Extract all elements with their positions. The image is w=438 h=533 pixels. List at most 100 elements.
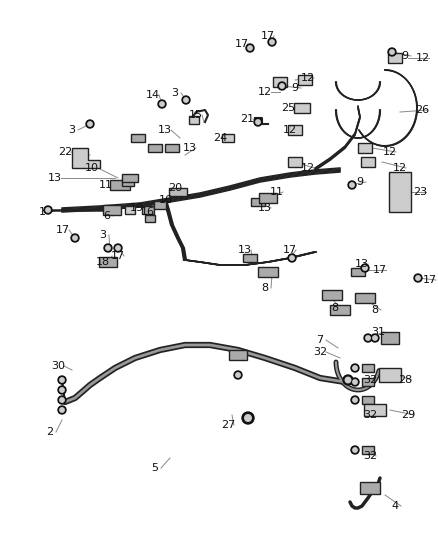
Text: 27: 27 — [221, 420, 235, 430]
Bar — [388, 53, 402, 63]
Circle shape — [350, 183, 354, 187]
Polygon shape — [72, 148, 100, 168]
Text: 7: 7 — [316, 335, 324, 345]
Circle shape — [348, 181, 356, 189]
Text: 17: 17 — [373, 265, 387, 275]
Circle shape — [414, 274, 422, 282]
Circle shape — [246, 44, 254, 52]
Text: 29: 29 — [401, 410, 415, 420]
Bar — [288, 157, 302, 167]
Text: 24: 24 — [213, 133, 227, 143]
Bar — [169, 188, 187, 196]
Circle shape — [58, 406, 66, 414]
Text: 23: 23 — [413, 187, 427, 197]
Bar — [381, 332, 399, 344]
Text: 32: 32 — [363, 410, 377, 420]
Circle shape — [114, 244, 122, 252]
Circle shape — [254, 118, 262, 126]
Text: 25: 25 — [281, 103, 295, 113]
Circle shape — [390, 50, 394, 54]
Bar — [259, 193, 277, 203]
Circle shape — [46, 208, 50, 212]
Bar — [125, 206, 135, 214]
Text: 32: 32 — [313, 347, 327, 357]
Text: 4: 4 — [392, 501, 399, 511]
Circle shape — [345, 377, 351, 383]
Text: 15: 15 — [189, 110, 203, 120]
Text: 9: 9 — [357, 177, 364, 187]
Bar — [99, 257, 117, 267]
Circle shape — [268, 38, 276, 46]
Circle shape — [416, 276, 420, 280]
Bar — [243, 254, 257, 262]
Circle shape — [88, 122, 92, 126]
Bar — [131, 134, 145, 142]
Text: 17: 17 — [283, 245, 297, 255]
Text: 16: 16 — [159, 195, 173, 205]
Circle shape — [116, 246, 120, 250]
Circle shape — [60, 408, 64, 412]
Text: 12: 12 — [283, 125, 297, 135]
Circle shape — [60, 398, 64, 402]
Text: 13: 13 — [258, 203, 272, 213]
Text: 6: 6 — [103, 211, 110, 221]
Bar — [294, 103, 310, 113]
Text: 28: 28 — [398, 375, 412, 385]
Text: 13: 13 — [48, 173, 62, 183]
Circle shape — [270, 40, 274, 44]
Text: 10: 10 — [85, 163, 99, 173]
Bar — [351, 268, 365, 276]
Text: 19: 19 — [130, 203, 144, 213]
Bar — [122, 174, 138, 182]
Text: 9: 9 — [402, 51, 409, 61]
Text: 32: 32 — [363, 375, 377, 385]
Bar — [330, 305, 350, 315]
Circle shape — [58, 386, 66, 394]
Bar — [358, 143, 372, 153]
Text: 3: 3 — [68, 125, 75, 135]
Bar — [258, 267, 278, 277]
Text: 8: 8 — [261, 283, 268, 293]
Circle shape — [353, 380, 357, 384]
Bar — [362, 364, 374, 372]
Text: 13: 13 — [238, 245, 252, 255]
Text: 14: 14 — [146, 90, 160, 100]
Circle shape — [343, 375, 353, 385]
Bar — [362, 396, 374, 404]
Circle shape — [184, 98, 188, 102]
Bar — [145, 214, 155, 222]
Text: 8: 8 — [332, 303, 339, 313]
Text: 12: 12 — [301, 73, 315, 83]
Bar — [154, 201, 166, 209]
Text: 12: 12 — [383, 147, 397, 157]
Circle shape — [353, 448, 357, 452]
Bar — [122, 178, 134, 186]
Circle shape — [86, 120, 94, 128]
Bar — [361, 157, 375, 167]
Circle shape — [248, 46, 252, 50]
Circle shape — [58, 376, 66, 384]
Text: 11: 11 — [99, 180, 113, 190]
Bar — [379, 368, 401, 382]
Circle shape — [236, 373, 240, 377]
Text: 21: 21 — [240, 114, 254, 124]
Bar — [362, 446, 374, 454]
Circle shape — [351, 378, 359, 386]
Text: 17: 17 — [111, 251, 125, 261]
Circle shape — [158, 100, 166, 108]
Text: 17: 17 — [423, 275, 437, 285]
Circle shape — [280, 84, 284, 88]
Circle shape — [182, 96, 190, 104]
Circle shape — [388, 48, 396, 56]
Bar — [165, 144, 179, 152]
Bar — [362, 378, 374, 386]
Text: 5: 5 — [152, 463, 159, 473]
Text: 13: 13 — [158, 125, 172, 135]
Circle shape — [245, 415, 251, 421]
Text: 13: 13 — [183, 143, 197, 153]
Bar — [148, 144, 162, 152]
Circle shape — [58, 396, 66, 404]
Circle shape — [256, 120, 260, 124]
Circle shape — [73, 236, 77, 240]
Circle shape — [361, 264, 369, 272]
